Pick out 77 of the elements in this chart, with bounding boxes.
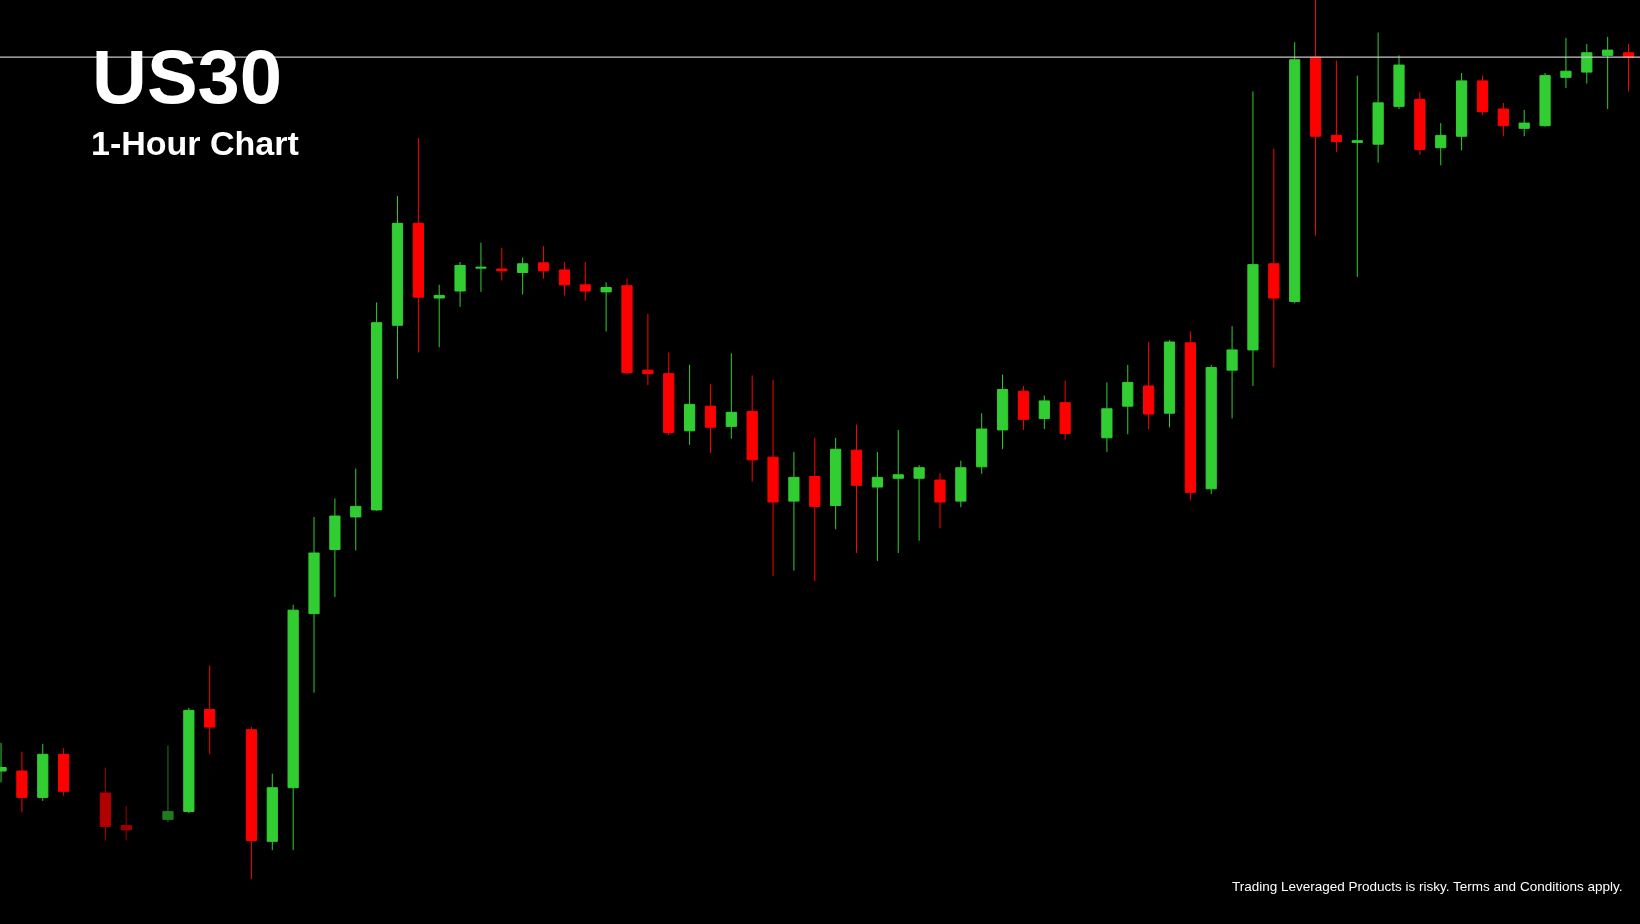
candlestick [204,665,216,755]
candlestick [1455,72,1468,151]
candlestick [1476,75,1489,116]
candlestick [830,437,842,530]
candlestick [913,464,925,542]
candlestick [1268,148,1280,368]
candlestick [871,451,883,562]
candlestick [1038,395,1050,430]
candlestick [496,247,508,281]
candlestick [663,352,675,436]
candlestick [788,451,800,572]
candlestick [412,137,424,354]
candlestick [454,261,466,308]
candlestick [996,374,1009,450]
candlestick [1518,109,1530,137]
candlestick [266,773,278,851]
candlestick [725,352,737,440]
candlestick [1497,102,1509,137]
candlestick [767,379,779,577]
candlestick [579,261,591,302]
candlestick [1017,385,1030,431]
candlestick [809,437,821,582]
candlestick [746,374,758,483]
candlestick [1581,43,1593,85]
candlestick [350,468,362,551]
candlestick [1560,37,1572,89]
candlestick [1059,380,1071,441]
candlestick [371,301,383,512]
candlestick [1122,364,1134,435]
candlestick [1414,91,1426,156]
candlestick [600,281,612,332]
candlestick [99,767,111,841]
candlestick [329,497,341,598]
annotation: Trading Leveraged Products is risky. Terms and Conditions apply. [1232,879,1623,894]
candlestick [1435,122,1447,166]
candlestick [1330,60,1343,153]
candlestick [475,242,487,293]
candlestick [1372,32,1384,164]
candlestick [1101,381,1113,453]
candlestick [934,472,946,529]
candlestick [391,195,404,380]
candlestick [976,412,988,475]
candlestick [58,747,70,797]
candlestick [850,424,863,554]
candlestick [683,364,696,446]
candlestick [1163,339,1176,428]
candlestick [1226,325,1238,419]
candlestick [433,284,445,348]
candlestick [245,726,258,880]
candlestick [517,257,529,296]
text: US30 [92,34,283,119]
candlestick [162,745,174,823]
candlestick [120,805,132,841]
candlestick [1205,364,1217,495]
candlestick [558,261,571,296]
candlestick [621,278,633,376]
candlestick [955,460,967,508]
candlestick [183,707,195,814]
candlestick [1309,0,1322,237]
candlestick [1184,330,1196,501]
candlestick [537,245,550,280]
candlestick [1143,341,1155,430]
candlestick [37,743,49,802]
candlestick [1622,43,1635,92]
candlestick [1602,36,1614,110]
text: 1-Hour Chart [91,124,299,162]
candlestick [1539,72,1551,128]
candlestick [892,429,904,554]
candlestick [1393,54,1405,110]
candlestick [287,604,299,851]
candlestick [16,751,28,813]
candlestick [1247,90,1259,387]
candlestick [1351,75,1363,278]
candlestick [1289,41,1301,304]
candlestick [642,313,654,386]
candlestick [704,383,717,454]
candlestick [308,516,320,694]
